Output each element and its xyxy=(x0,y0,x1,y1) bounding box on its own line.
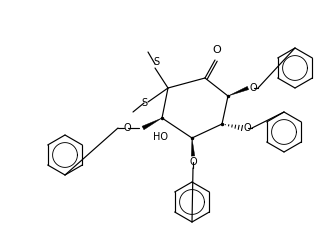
Polygon shape xyxy=(142,118,162,130)
Text: O: O xyxy=(123,123,131,133)
Polygon shape xyxy=(191,138,195,156)
Text: O: O xyxy=(249,83,257,93)
Text: O: O xyxy=(189,157,197,167)
Text: S: S xyxy=(141,98,147,108)
Text: O: O xyxy=(213,45,221,55)
Text: S: S xyxy=(153,57,159,67)
Polygon shape xyxy=(228,86,249,96)
Text: HO: HO xyxy=(152,132,168,142)
Text: O: O xyxy=(243,123,251,133)
